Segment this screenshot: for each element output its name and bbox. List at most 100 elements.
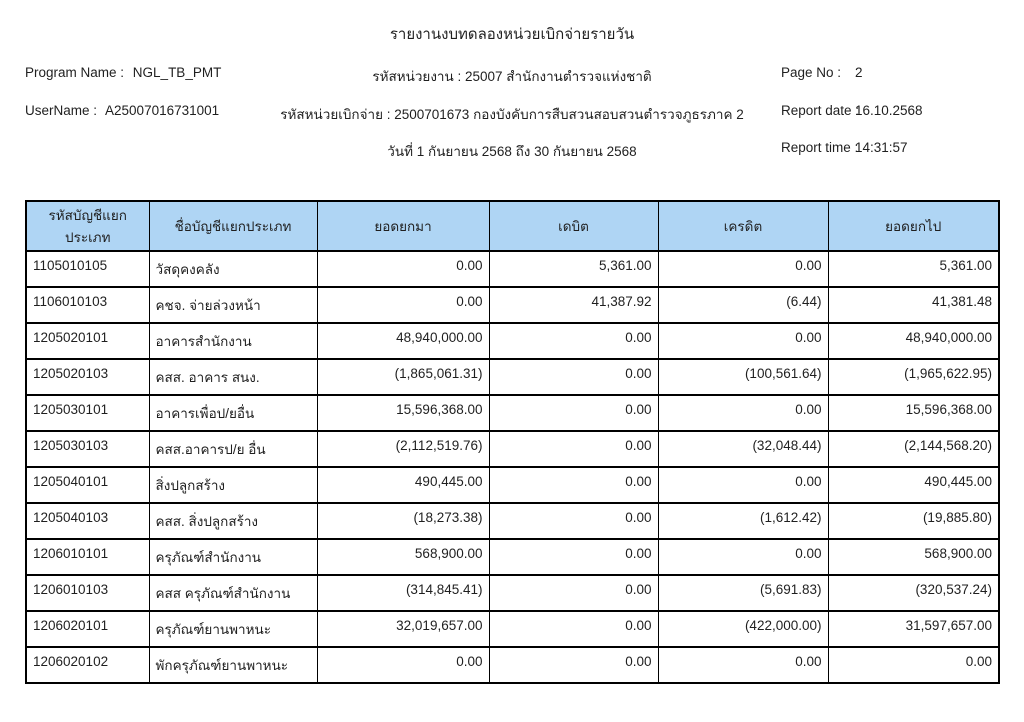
debit-cell: 0.00	[488, 394, 659, 432]
account-code-cell: 1205040103	[25, 502, 150, 540]
account-code-cell: 1206010103	[25, 574, 150, 612]
debit-cell: 0.00	[488, 538, 659, 576]
opening-balance-cell: 0.00	[316, 646, 490, 684]
table-row: 1206020101 ครุภัณฑ์ยานพาหนะ 32,019,657.0…	[25, 610, 1000, 648]
account-code-cell: 1205040101	[25, 466, 150, 504]
table-row: 1205030101 อาคารเพื่อป/ยอื่น 15,596,368.…	[25, 394, 1000, 432]
account-code-cell: 1205030101	[25, 394, 150, 432]
table-row: 1205040103 คสส. สิ่งปลูกสร้าง (18,273.38…	[25, 502, 1000, 540]
opening-balance-cell: 490,445.00	[316, 466, 490, 504]
page-no-label: Page No :	[781, 65, 842, 80]
date-range-line: วันที่ 1 กันยายน 2568 ถึง 30 กันยายน 256…	[387, 144, 637, 159]
table-row: 1106010103 คชจ. จ่ายล่วงหน้า 0.00 41,387…	[25, 286, 1000, 324]
account-code-cell: 1206010101	[25, 538, 150, 576]
account-name-cell: ครุภัณฑ์สำนักงาน	[148, 538, 318, 576]
credit-cell: (1,612.42)	[657, 502, 829, 540]
debit-cell: 0.00	[488, 358, 659, 396]
table-header-row: รหัสบัญชีแยกประเภท ชื่อบัญชีแยกประเภท ยอ…	[25, 200, 1000, 252]
col-header-account-name: ชื่อบัญชีแยกประเภท	[148, 200, 318, 252]
debit-cell: 0.00	[488, 574, 659, 612]
credit-cell: 0.00	[657, 466, 829, 504]
report-date-label: Report date :	[781, 103, 860, 118]
col-header-credit: เครดิต	[657, 200, 829, 252]
opening-balance-cell: 0.00	[316, 250, 490, 288]
report-time-value: 14:31:57	[855, 140, 908, 155]
col-header-debit: เดบิต	[488, 200, 659, 252]
col-header-closing-balance: ยอดยกไป	[827, 200, 1000, 252]
debit-cell: 0.00	[488, 322, 659, 360]
table-row: 1206010103 คสส ครุภัณฑ์สำนักงาน (314,845…	[25, 574, 1000, 612]
closing-balance-cell: 41,381.48	[827, 286, 1000, 324]
opening-balance-cell: 568,900.00	[316, 538, 490, 576]
debit-cell: 0.00	[488, 466, 659, 504]
disbursement-unit-line: รหัสหน่วยเบิกจ่าย : 2500701673 กองบังคับ…	[280, 107, 744, 122]
closing-balance-cell: 5,361.00	[827, 250, 1000, 288]
report-date-value: 16.10.2568	[855, 103, 923, 118]
credit-cell: 0.00	[657, 322, 829, 360]
debit-cell: 0.00	[488, 430, 659, 468]
credit-cell: (100,561.64)	[657, 358, 829, 396]
account-name-cell: อาคารสำนักงาน	[148, 322, 318, 360]
opening-balance-cell: 32,019,657.00	[316, 610, 490, 648]
account-code-cell: 1105010105	[25, 250, 150, 288]
program-name-line: Program Name : NGL_TB_PMT	[25, 65, 221, 80]
debit-cell: 0.00	[488, 646, 659, 684]
credit-cell: (6.44)	[657, 286, 829, 324]
table-row: 1205020101 อาคารสำนักงาน 48,940,000.00 0…	[25, 322, 1000, 360]
account-name-cell: วัสดุคงคลัง	[148, 250, 318, 288]
debit-cell: 0.00	[488, 502, 659, 540]
table-row: 1205020103 คสส. อาคาร สนง. (1,865,061.31…	[25, 358, 1000, 396]
col-header-account-code: รหัสบัญชีแยกประเภท	[25, 200, 150, 252]
account-name-cell: คสส.อาคารป/ย อื่น	[148, 430, 318, 468]
credit-cell: (32,048.44)	[657, 430, 829, 468]
account-code-cell: 1206020102	[25, 646, 150, 684]
opening-balance-cell: 0.00	[316, 286, 490, 324]
credit-cell: 0.00	[657, 646, 829, 684]
account-name-cell: ครุภัณฑ์ยานพาหนะ	[148, 610, 318, 648]
table-row: 1105010105 วัสดุคงคลัง 0.00 5,361.00 0.0…	[25, 250, 1000, 288]
closing-balance-cell: (19,885.80)	[827, 502, 1000, 540]
opening-balance-cell: (1,865,061.31)	[316, 358, 490, 396]
account-name-cell: สิ่งปลูกสร้าง	[148, 466, 318, 504]
username-label: UserName :	[25, 103, 98, 118]
debit-cell: 41,387.92	[488, 286, 659, 324]
closing-balance-cell: 0.00	[827, 646, 1000, 684]
agency-code-line: รหัสหน่วยงาน : 25007 สำนักงานตำรวจแห่งชา…	[372, 69, 652, 84]
account-name-cell: พักครุภัณฑ์ยานพาหนะ	[148, 646, 318, 684]
table-row: 1206020102 พักครุภัณฑ์ยานพาหนะ 0.00 0.00…	[25, 646, 1000, 684]
debit-cell: 0.00	[488, 610, 659, 648]
page-no-value: 2	[855, 65, 863, 80]
report-time-label: Report time :	[781, 140, 859, 155]
credit-cell: 0.00	[657, 394, 829, 432]
username-value: A25007016731001	[105, 103, 220, 118]
closing-balance-cell: 15,596,368.00	[827, 394, 1000, 432]
account-code-cell: 1106010103	[25, 286, 150, 324]
account-code-cell: 1206020101	[25, 610, 150, 648]
report-title: รายงานงบทดลองหน่วยเบิกจ่ายรายวัน	[389, 26, 635, 43]
credit-cell: 0.00	[657, 538, 829, 576]
table-body: 1105010105 วัสดุคงคลัง 0.00 5,361.00 0.0…	[25, 250, 1000, 684]
credit-cell: (422,000.00)	[657, 610, 829, 648]
closing-balance-cell: (1,965,622.95)	[827, 358, 1000, 396]
program-name-value: NGL_TB_PMT	[132, 65, 222, 80]
table-row: 1205040101 สิ่งปลูกสร้าง 490,445.00 0.00…	[25, 466, 1000, 504]
credit-cell: 0.00	[657, 250, 829, 288]
closing-balance-cell: (320,537.24)	[827, 574, 1000, 612]
account-name-cell: คชจ. จ่ายล่วงหน้า	[148, 286, 318, 324]
opening-balance-cell: (314,845.41)	[316, 574, 490, 612]
closing-balance-cell: 48,940,000.00	[827, 322, 1000, 360]
account-code-cell: 1205020101	[25, 322, 150, 360]
col-header-opening-balance: ยอดยกมา	[316, 200, 490, 252]
opening-balance-cell: 15,596,368.00	[316, 394, 490, 432]
table-row: 1206010101 ครุภัณฑ์สำนักงาน 568,900.00 0…	[25, 538, 1000, 576]
opening-balance-cell: 48,940,000.00	[316, 322, 490, 360]
closing-balance-cell: (2,144,568.20)	[827, 430, 1000, 468]
closing-balance-cell: 490,445.00	[827, 466, 1000, 504]
account-code-cell: 1205020103	[25, 358, 150, 396]
closing-balance-cell: 568,900.00	[827, 538, 1000, 576]
opening-balance-cell: (18,273.38)	[316, 502, 490, 540]
closing-balance-cell: 31,597,657.00	[827, 610, 1000, 648]
debit-cell: 5,361.00	[488, 250, 659, 288]
account-code-cell: 1205030103	[25, 430, 150, 468]
